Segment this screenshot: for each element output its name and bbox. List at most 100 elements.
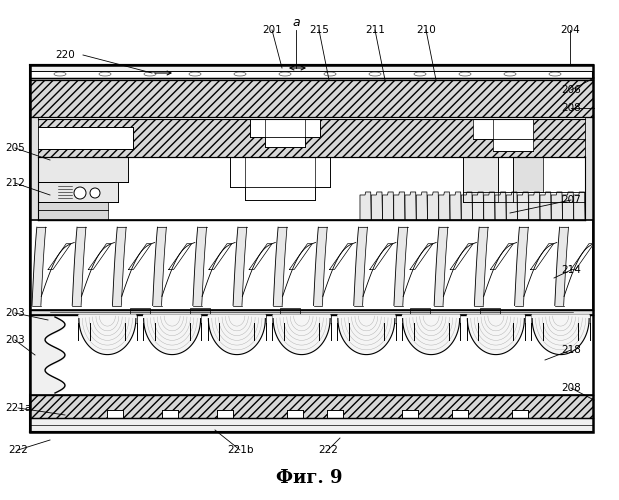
Ellipse shape bbox=[189, 72, 201, 76]
Polygon shape bbox=[72, 227, 86, 306]
Bar bbox=[38, 127, 133, 149]
Text: Фиг. 9: Фиг. 9 bbox=[275, 469, 342, 487]
Bar bbox=[30, 65, 593, 432]
Polygon shape bbox=[289, 244, 312, 270]
Ellipse shape bbox=[234, 72, 246, 76]
Bar bbox=[319, 315, 331, 323]
Polygon shape bbox=[410, 244, 433, 270]
Bar bbox=[452, 410, 468, 420]
Ellipse shape bbox=[279, 72, 291, 76]
Polygon shape bbox=[439, 192, 450, 220]
Bar bbox=[532, 315, 543, 323]
Polygon shape bbox=[360, 192, 371, 220]
Bar bbox=[30, 310, 593, 315]
Bar bbox=[38, 182, 118, 202]
Bar bbox=[410, 308, 430, 318]
Bar bbox=[578, 315, 590, 323]
Text: 203: 203 bbox=[5, 308, 25, 318]
Bar bbox=[30, 418, 593, 432]
Polygon shape bbox=[89, 244, 111, 270]
Polygon shape bbox=[329, 244, 352, 270]
Polygon shape bbox=[506, 192, 517, 220]
Bar bbox=[402, 315, 413, 323]
Polygon shape bbox=[555, 227, 568, 306]
Bar bbox=[402, 410, 418, 420]
Bar bbox=[337, 315, 349, 323]
Bar bbox=[30, 315, 593, 395]
Polygon shape bbox=[571, 244, 594, 270]
Polygon shape bbox=[530, 244, 553, 270]
Polygon shape bbox=[370, 244, 392, 270]
Bar bbox=[190, 308, 210, 318]
Bar bbox=[480, 308, 500, 318]
Bar bbox=[208, 315, 219, 323]
Bar bbox=[125, 315, 137, 323]
Bar bbox=[130, 308, 150, 318]
Text: 221b: 221b bbox=[227, 445, 253, 455]
Polygon shape bbox=[416, 192, 428, 220]
Bar bbox=[272, 315, 284, 323]
Ellipse shape bbox=[459, 72, 471, 76]
Text: 208: 208 bbox=[561, 383, 581, 393]
Polygon shape bbox=[193, 227, 207, 306]
Polygon shape bbox=[405, 192, 416, 220]
Bar bbox=[245, 157, 315, 200]
Bar bbox=[254, 315, 266, 323]
Polygon shape bbox=[495, 192, 506, 220]
Bar bbox=[513, 157, 543, 192]
Ellipse shape bbox=[99, 72, 111, 76]
Bar bbox=[463, 157, 498, 202]
Polygon shape bbox=[209, 315, 266, 354]
Bar bbox=[250, 119, 320, 137]
Polygon shape bbox=[467, 315, 524, 354]
Bar bbox=[384, 315, 396, 323]
Polygon shape bbox=[563, 192, 574, 220]
Bar bbox=[143, 315, 155, 323]
Bar bbox=[30, 65, 593, 71]
Text: a: a bbox=[292, 16, 300, 28]
Polygon shape bbox=[540, 192, 552, 220]
Bar bbox=[513, 315, 525, 323]
Bar bbox=[38, 202, 108, 220]
Polygon shape bbox=[450, 244, 473, 270]
Bar bbox=[217, 410, 233, 420]
Ellipse shape bbox=[54, 72, 66, 76]
Polygon shape bbox=[574, 192, 585, 220]
Polygon shape bbox=[514, 227, 528, 306]
Polygon shape bbox=[209, 244, 232, 270]
Text: 210: 210 bbox=[416, 25, 436, 35]
Ellipse shape bbox=[324, 72, 336, 76]
Polygon shape bbox=[144, 315, 201, 354]
Bar bbox=[38, 157, 128, 182]
Text: 218: 218 bbox=[561, 345, 581, 355]
Ellipse shape bbox=[504, 72, 516, 76]
Polygon shape bbox=[48, 244, 71, 270]
Polygon shape bbox=[383, 192, 394, 220]
Text: 214: 214 bbox=[561, 265, 581, 275]
Bar bbox=[585, 117, 593, 220]
Polygon shape bbox=[490, 244, 513, 270]
Bar bbox=[449, 315, 461, 323]
Circle shape bbox=[74, 187, 86, 199]
Polygon shape bbox=[450, 192, 461, 220]
Polygon shape bbox=[129, 244, 152, 270]
Bar bbox=[265, 119, 305, 147]
Bar bbox=[287, 410, 303, 420]
Circle shape bbox=[90, 188, 100, 198]
Text: 208: 208 bbox=[561, 103, 581, 113]
Text: 203: 203 bbox=[5, 335, 25, 345]
Bar bbox=[30, 220, 593, 310]
Polygon shape bbox=[434, 227, 448, 306]
Text: 221a: 221a bbox=[5, 403, 31, 413]
Text: 212: 212 bbox=[5, 178, 25, 188]
Text: 222: 222 bbox=[318, 445, 338, 455]
Polygon shape bbox=[249, 244, 272, 270]
Polygon shape bbox=[338, 315, 395, 354]
Polygon shape bbox=[394, 227, 408, 306]
Polygon shape bbox=[461, 192, 472, 220]
Bar bbox=[493, 119, 533, 151]
Polygon shape bbox=[371, 192, 383, 220]
Text: 215: 215 bbox=[309, 25, 329, 35]
Polygon shape bbox=[313, 227, 327, 306]
Bar bbox=[30, 117, 593, 220]
